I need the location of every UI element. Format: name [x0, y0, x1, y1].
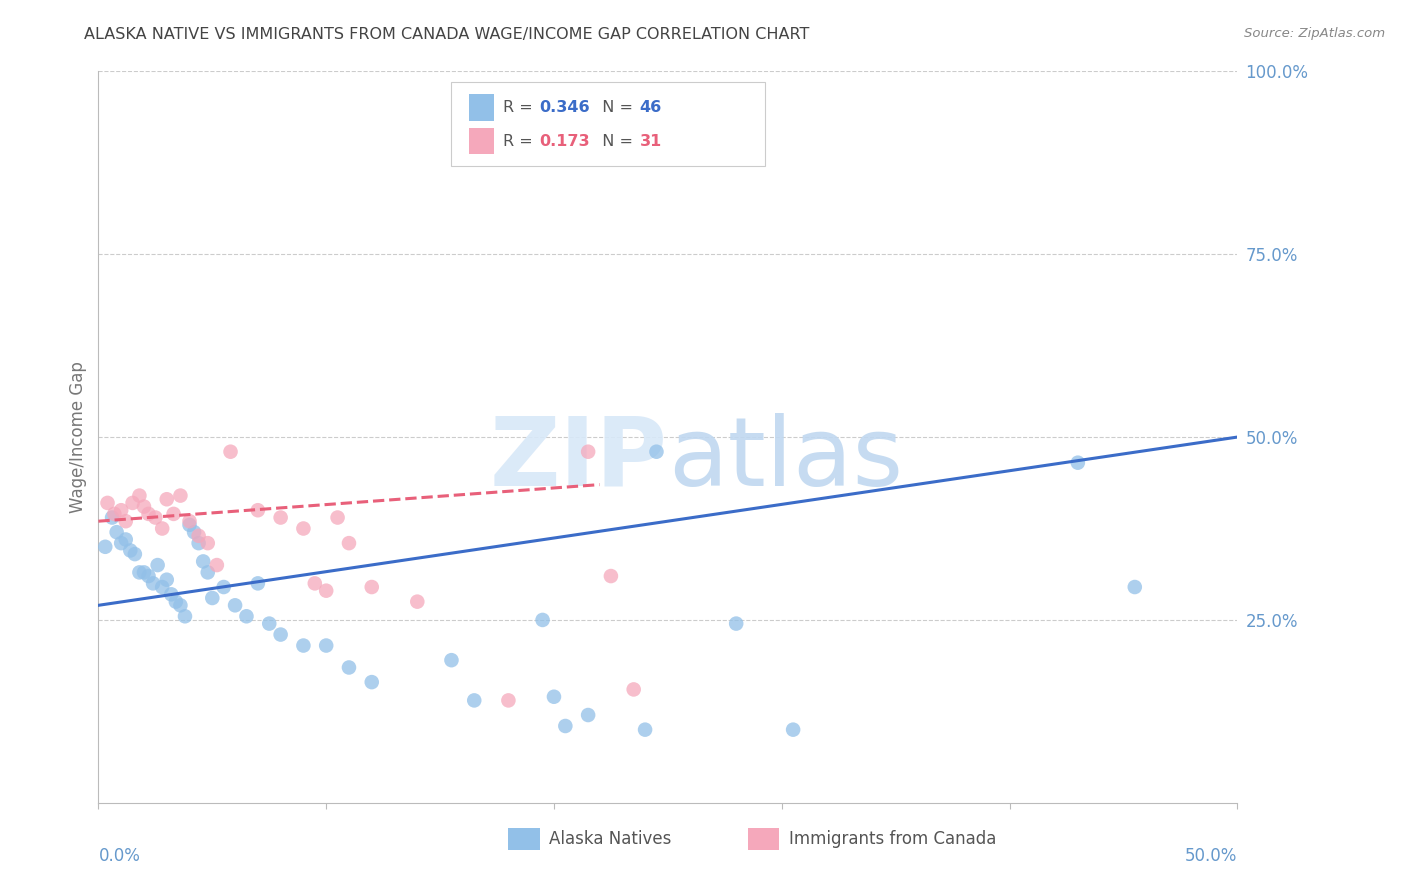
Point — [270, 627, 292, 641]
Point — [160, 587, 183, 601]
Point — [169, 489, 191, 503]
Point — [179, 517, 201, 532]
Text: 31: 31 — [640, 134, 662, 149]
Point — [169, 599, 191, 613]
Point — [235, 609, 257, 624]
Text: Alaska Natives: Alaska Natives — [550, 830, 672, 848]
Point — [440, 653, 463, 667]
Point — [128, 489, 150, 503]
Point — [120, 543, 142, 558]
Point — [142, 576, 165, 591]
Point — [543, 690, 565, 704]
Point — [304, 576, 326, 591]
Text: Immigrants from Canada: Immigrants from Canada — [789, 830, 995, 848]
Point — [782, 723, 804, 737]
Point — [103, 507, 125, 521]
Text: R =: R = — [503, 134, 537, 149]
Point — [725, 616, 748, 631]
Text: 0.346: 0.346 — [538, 100, 589, 115]
Point — [174, 609, 197, 624]
Point — [110, 536, 132, 550]
Point — [337, 660, 360, 674]
Point — [360, 580, 382, 594]
Point — [193, 554, 215, 568]
Point — [212, 580, 235, 594]
Text: ALASKA NATIVE VS IMMIGRANTS FROM CANADA WAGE/INCOME GAP CORRELATION CHART: ALASKA NATIVE VS IMMIGRANTS FROM CANADA … — [84, 27, 810, 42]
Point — [259, 616, 281, 631]
Point — [219, 444, 242, 458]
FancyBboxPatch shape — [451, 82, 765, 167]
Point — [197, 536, 219, 550]
Text: 50.0%: 50.0% — [1185, 847, 1237, 864]
Point — [132, 500, 155, 514]
Point — [315, 639, 337, 653]
Text: atlas: atlas — [668, 412, 903, 506]
Point — [183, 525, 205, 540]
Point — [463, 693, 485, 707]
Point — [128, 566, 150, 580]
Point — [179, 514, 201, 528]
Point — [1123, 580, 1146, 594]
Point — [132, 566, 155, 580]
Point — [224, 599, 246, 613]
Point — [645, 444, 668, 458]
Point — [498, 693, 520, 707]
FancyBboxPatch shape — [509, 829, 540, 850]
Point — [121, 496, 143, 510]
Text: N =: N = — [592, 100, 638, 115]
Point — [124, 547, 146, 561]
Point — [337, 536, 360, 550]
Point — [576, 444, 599, 458]
FancyBboxPatch shape — [468, 95, 494, 120]
Point — [326, 510, 349, 524]
Point — [201, 591, 224, 605]
Text: 0.173: 0.173 — [538, 134, 589, 149]
Point — [406, 594, 429, 608]
Text: N =: N = — [592, 134, 638, 149]
Point — [197, 566, 219, 580]
Point — [292, 639, 315, 653]
Point — [205, 558, 228, 573]
Point — [146, 558, 169, 573]
Point — [110, 503, 132, 517]
Point — [554, 719, 576, 733]
Point — [101, 510, 124, 524]
Point — [315, 583, 337, 598]
FancyBboxPatch shape — [748, 829, 779, 850]
Point — [145, 510, 167, 524]
Point — [1067, 456, 1090, 470]
Point — [138, 569, 160, 583]
Point — [156, 573, 179, 587]
Text: 0.0%: 0.0% — [98, 847, 141, 864]
Point — [138, 507, 160, 521]
Point — [150, 521, 173, 535]
Point — [114, 514, 136, 528]
Text: R =: R = — [503, 100, 537, 115]
Point — [114, 533, 136, 547]
Point — [246, 503, 269, 517]
Point — [270, 510, 292, 524]
Point — [94, 540, 117, 554]
Point — [292, 521, 315, 535]
FancyBboxPatch shape — [468, 128, 494, 154]
Y-axis label: Wage/Income Gap: Wage/Income Gap — [69, 361, 87, 513]
Point — [600, 569, 623, 583]
Point — [165, 594, 187, 608]
Point — [360, 675, 382, 690]
Point — [187, 529, 209, 543]
Point — [162, 507, 184, 521]
Point — [623, 682, 645, 697]
Text: 46: 46 — [640, 100, 662, 115]
Point — [96, 496, 118, 510]
Point — [576, 708, 599, 723]
Text: ZIP: ZIP — [489, 412, 668, 506]
Point — [156, 492, 179, 507]
Text: Source: ZipAtlas.com: Source: ZipAtlas.com — [1244, 27, 1385, 40]
Point — [187, 536, 209, 550]
Point — [634, 723, 657, 737]
Point — [531, 613, 554, 627]
Point — [246, 576, 269, 591]
Point — [150, 580, 173, 594]
Point — [105, 525, 128, 540]
